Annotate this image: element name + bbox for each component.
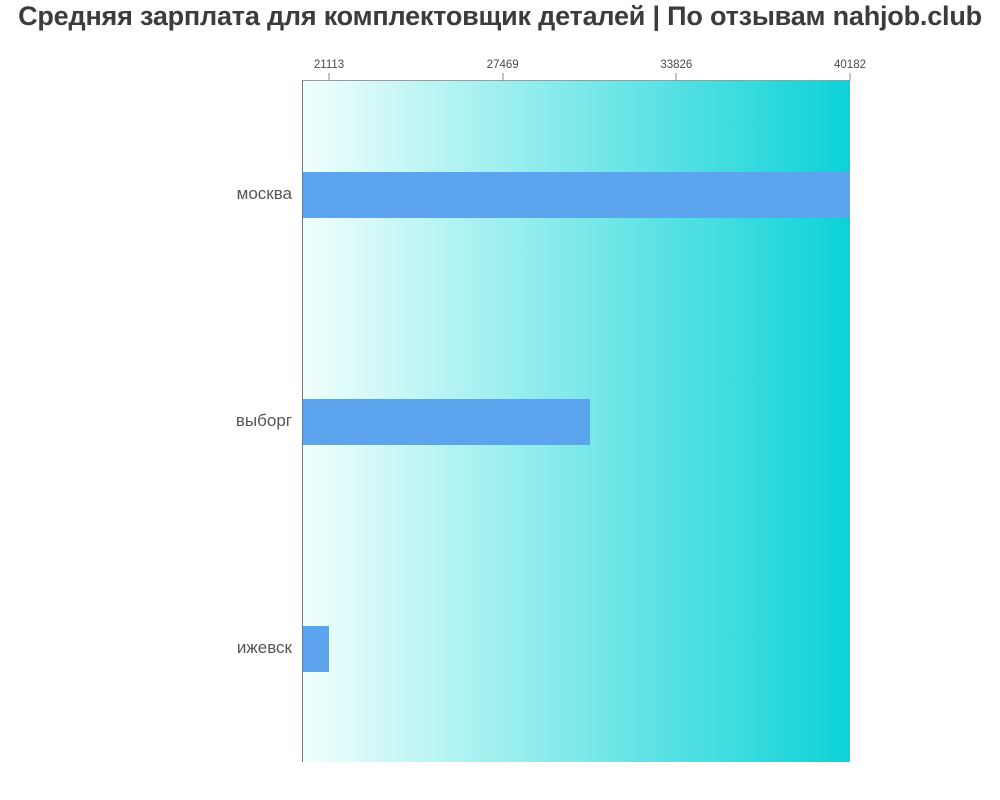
bar (303, 626, 330, 673)
x-tick-mark (502, 73, 504, 81)
x-tick-label: 40182 (834, 59, 866, 71)
category-label: ижевск (236, 638, 292, 658)
x-tick-label: 21113 (313, 59, 345, 71)
x-tick-mark (328, 73, 330, 81)
x-tick-label: 27469 (486, 59, 519, 71)
category-label: москва (236, 183, 292, 203)
bar (303, 399, 590, 445)
x-tick-mark (675, 73, 677, 81)
chart-title: Средняя зарплата для комплектовщик детал… (18, 1, 982, 31)
x-tick-mark (849, 73, 851, 81)
bar (303, 171, 850, 218)
plot-area: 21113 27469 33826 40182 (302, 59, 866, 762)
x-tick-label: 33826 (660, 59, 693, 71)
category-label: выборг (235, 411, 292, 430)
